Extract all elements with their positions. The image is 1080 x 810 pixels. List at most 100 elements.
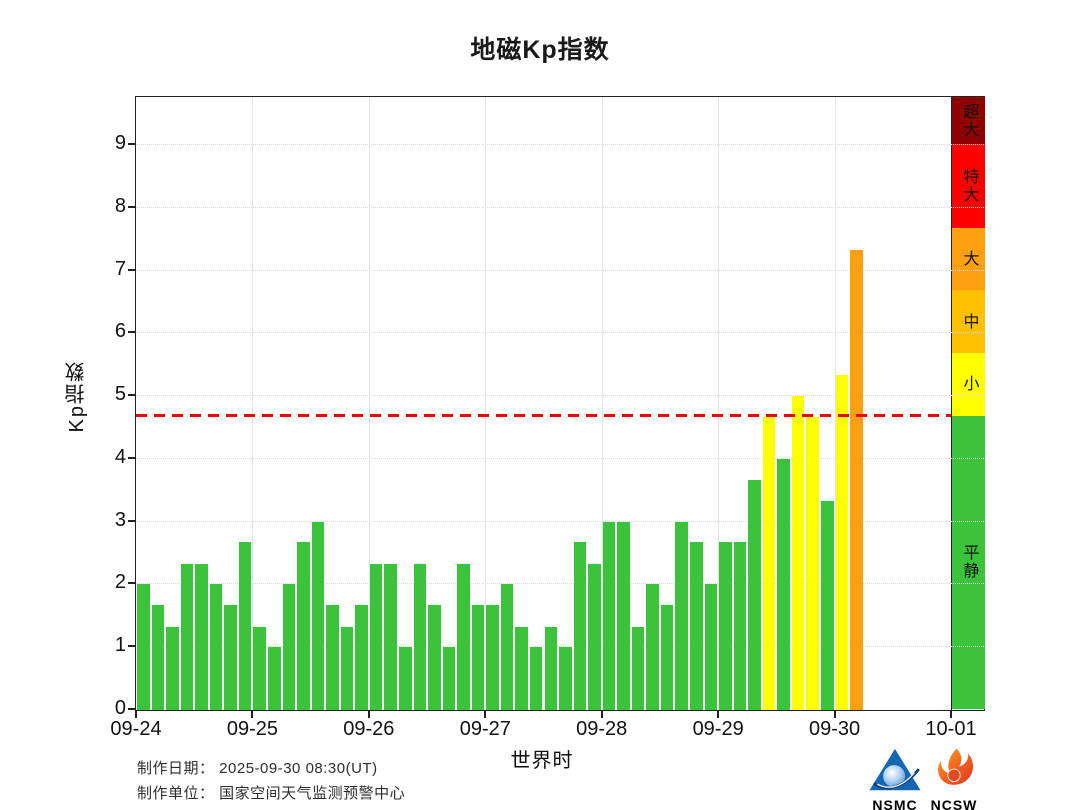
x-tick-label: 09-26 [343, 718, 395, 740]
kp-bar [137, 584, 150, 710]
gridline-horizontal [136, 395, 984, 397]
kp-bar [355, 605, 368, 710]
y-tick-mark [128, 582, 135, 585]
ncsw-logo-icon [938, 748, 974, 785]
gridline-vertical [834, 97, 836, 710]
x-tick-mark [950, 711, 952, 718]
x-tick-label: 09-28 [576, 718, 628, 740]
made-date-text: 制作日期： 2025-09-30 08:30(UT) [137, 760, 378, 777]
kp-level-colorbar: 超大 特大大中小平静 [951, 97, 985, 710]
kp-bar [238, 542, 252, 710]
storm-threshold-line [136, 414, 951, 418]
kp-bar [617, 521, 630, 710]
chart-title: 地磁Kp指数 [470, 36, 610, 64]
gridline-horizontal [136, 520, 984, 522]
kp-bar [166, 626, 179, 710]
x-tick-mark [251, 711, 254, 718]
kp-bar [253, 626, 266, 710]
made-org-text: 制作单位： 国家空间天气监测预警中心 [137, 785, 406, 802]
plot-area: 超大 特大大中小平静 0 1 2 3 4 5 6 7 8 9 09-24 09-25 09-26 09-27… [110, 96, 985, 740]
kp-bar [806, 416, 819, 710]
gridline-horizontal [136, 457, 984, 459]
kp-bar [428, 605, 441, 710]
kp-bar [180, 563, 194, 710]
kp-bar [835, 375, 849, 710]
nsmc-globe [883, 765, 906, 788]
kp-bar [486, 605, 499, 710]
y-tick-label: 6 [114, 320, 126, 343]
kp-bar [413, 563, 427, 710]
kp-bar [777, 458, 790, 710]
x-axis-title: 世界时 [510, 750, 574, 772]
nsmc-logo-label: NSMC [872, 797, 918, 810]
x-tick-mark [600, 711, 603, 718]
kp-bar [282, 584, 296, 710]
gridline-horizontal [136, 332, 984, 334]
kp-bar [267, 647, 281, 710]
nsmc-logo-icon [869, 748, 921, 791]
kp-bar [471, 605, 485, 710]
kp-bar [224, 605, 237, 710]
x-tick-label: 10-01 [925, 718, 977, 740]
y-tick-label: 2 [114, 571, 126, 594]
ncsw-phoenix-flame [938, 748, 974, 785]
kp-bar [602, 521, 616, 710]
kp-bar [326, 605, 339, 710]
y-tick-label: 9 [114, 132, 126, 155]
y-tick-mark [128, 205, 135, 208]
kp-bar [646, 584, 659, 710]
kp-bar [675, 521, 689, 710]
kp-level-band: 小 [952, 353, 985, 416]
x-tick-mark [367, 711, 370, 718]
kp-bar [719, 542, 732, 710]
y-tick-mark [128, 708, 135, 710]
gridline-horizontal [136, 206, 984, 208]
kp-level-band-label: 中 [960, 312, 978, 331]
gridline-horizontal [136, 646, 984, 648]
kp-bar [529, 647, 543, 710]
kp-bar [559, 647, 572, 710]
kp-level-band-label: 小 [960, 375, 978, 394]
y-tick-label: 0 [114, 697, 126, 719]
kp-level-band-label: 平静 [960, 544, 978, 581]
gridline-vertical [252, 97, 254, 710]
kp-bar [195, 563, 208, 710]
kp-bar [762, 416, 776, 710]
kp-bar [340, 626, 354, 710]
kp-bar [311, 521, 325, 710]
kp-level-band: 大 [952, 227, 985, 291]
kp-bar [457, 563, 470, 710]
y-tick-label: 8 [114, 194, 126, 217]
y-tick-label: 3 [114, 508, 126, 531]
kp-bar [850, 249, 863, 710]
kp-bar [631, 626, 645, 710]
ncsw-logo-label: NCSW [930, 797, 978, 810]
x-tick-label: 09-24 [110, 718, 162, 740]
kp-bar [733, 542, 747, 710]
kp-level-band-label: 特大 [960, 167, 978, 204]
kp-bar [660, 605, 674, 710]
x-tick-label: 09-27 [459, 718, 511, 740]
kp-bar [209, 584, 223, 710]
kp-bar [821, 500, 834, 710]
x-tick-mark [135, 711, 137, 718]
kp-bar [748, 479, 761, 710]
gridline-horizontal [136, 269, 984, 271]
kp-bar [544, 626, 558, 710]
x-tick-label: 09-29 [692, 718, 744, 740]
gridline-vertical [718, 97, 720, 710]
y-tick-label: 1 [114, 634, 126, 657]
y-axis-title: Kp指数 [66, 360, 88, 433]
kp-bar [151, 605, 165, 710]
x-tick-mark [484, 711, 487, 718]
nsmc-logo-box: NSMC [866, 748, 924, 810]
y-tick-mark [128, 519, 135, 522]
kp-level-band-label: 大 [960, 249, 978, 268]
gridline-horizontal [136, 583, 984, 585]
kp-level-band: 超大 [952, 97, 985, 145]
kp-level-band: 平静 [952, 415, 985, 709]
kp-bar [442, 647, 456, 710]
gridline-vertical [368, 97, 370, 710]
kp-bar [297, 542, 310, 710]
